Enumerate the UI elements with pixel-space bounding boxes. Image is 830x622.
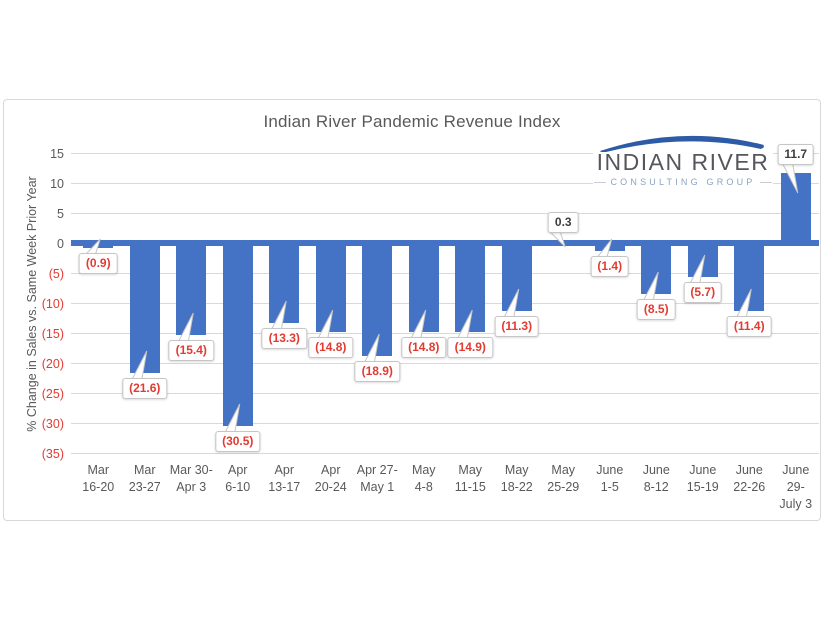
logo-tagline-left-dash: [594, 181, 607, 183]
bar: [176, 243, 207, 335]
x-category-label: Mar 30- Apr 3: [169, 463, 213, 494]
gridline: [71, 273, 819, 274]
logo-tagline: CONSULTING GROUP: [593, 177, 773, 187]
data-label-callout: 0.3: [547, 212, 579, 233]
logo-tagline-text: CONSULTING GROUP: [610, 177, 756, 187]
zero-axis-line: [71, 240, 819, 246]
data-label-callout: (18.9): [354, 361, 400, 382]
bar: [222, 243, 253, 426]
x-category-label: Apr 27- May 1: [356, 463, 398, 494]
x-category-label: Mar 16-20: [82, 463, 115, 494]
x-category-label: May 11-15: [454, 463, 486, 494]
y-tick-label: 15: [50, 147, 64, 161]
data-label-callout: (1.4): [590, 256, 630, 277]
x-category-label: May 4-8: [411, 463, 436, 494]
x-category-label: June 1-5: [596, 463, 624, 494]
x-category-label: June 8-12: [642, 463, 670, 494]
gridline: [71, 183, 819, 184]
y-axis-title: % Change in Sales vs. Same Week Prior Ye…: [25, 176, 39, 432]
bar: [501, 243, 532, 311]
bar: [408, 243, 439, 332]
gridline: [71, 363, 819, 364]
y-tick-label: (35): [41, 447, 64, 461]
y-tick-label: (15): [41, 327, 64, 341]
bar: [129, 243, 160, 373]
data-label-callout: (13.3): [261, 328, 307, 349]
y-tick-label: (5): [48, 267, 64, 281]
chart-title: Indian River Pandemic Revenue Index: [263, 112, 561, 131]
logo-tagline-right-dash: [759, 181, 772, 183]
x-category-label: June 29- July 3: [779, 463, 813, 511]
bar: [83, 243, 114, 248]
gridline: [71, 333, 819, 334]
data-label-callout: (14.9): [447, 337, 493, 358]
bar: [780, 173, 811, 243]
x-category-label: May 18-22: [500, 463, 533, 494]
y-tick-label: 5: [57, 207, 64, 221]
bar: [734, 243, 765, 311]
data-label-callout: (21.6): [122, 378, 168, 399]
bar: [687, 243, 718, 277]
y-tick-label: 10: [50, 177, 64, 191]
gridline: [71, 423, 819, 424]
gridline: [71, 453, 819, 454]
x-category-label: June 22-26: [733, 463, 766, 494]
bar: [594, 243, 625, 251]
data-label-callout: (11.3): [494, 316, 540, 337]
data-label-callout: (8.5): [636, 299, 676, 320]
data-label-callout: (5.7): [683, 282, 723, 303]
logo-name-text: INDIAN RIVER: [596, 149, 770, 175]
y-tick-label: (25): [41, 387, 64, 401]
data-label-callout: (14.8): [401, 337, 447, 358]
data-label-callout: (0.9): [78, 253, 118, 274]
x-category-label: Apr 6-10: [225, 463, 251, 494]
data-label-callout: (14.8): [308, 337, 354, 358]
data-label-callout: 11.7: [777, 144, 815, 165]
y-tick-label: (20): [41, 357, 64, 371]
gridline: [71, 213, 819, 214]
y-tick-label: (30): [41, 417, 64, 431]
x-category-label: Apr 13-17: [268, 463, 301, 494]
x-category-label: Mar 23-27: [128, 463, 161, 494]
chart-frame: Indian River Pandemic Revenue Index 15 10…: [3, 99, 821, 521]
data-label-callout: (30.5): [215, 431, 261, 452]
bar: [269, 243, 300, 323]
bar: [641, 243, 672, 294]
x-category-label: Apr 20-24: [314, 463, 347, 494]
gridline: [71, 393, 819, 394]
bar: [548, 241, 579, 243]
gridline: [71, 303, 819, 304]
y-tick-label: (10): [41, 297, 64, 311]
logo-swoosh-icon: [600, 135, 764, 152]
bar: [315, 243, 346, 332]
bar: [455, 243, 486, 332]
x-category-label: May 25-29: [547, 463, 580, 494]
x-category-label: June 15-19: [686, 463, 719, 494]
data-label-callout: (15.4): [168, 340, 214, 361]
data-label-callout: (11.4): [726, 316, 772, 337]
bar: [362, 243, 393, 356]
y-tick-label: 0: [57, 237, 64, 251]
gridline: [71, 153, 819, 154]
company-logo: INDIAN RIVER CONSULTING GROUP: [593, 126, 773, 192]
